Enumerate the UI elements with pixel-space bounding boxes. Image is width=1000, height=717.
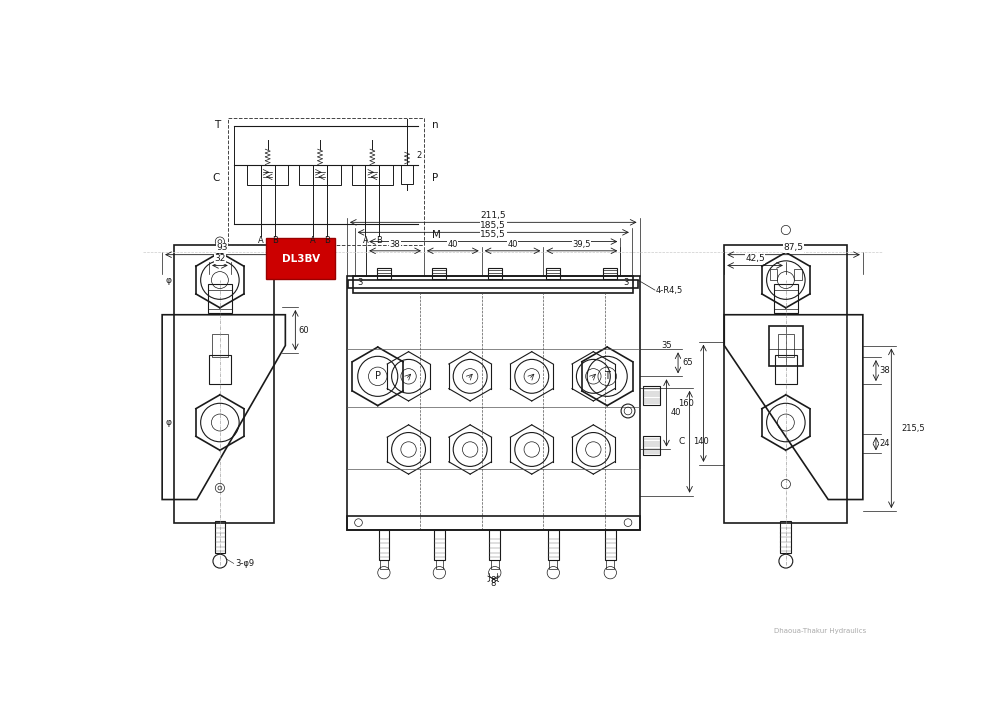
Bar — [434, 530, 445, 561]
Text: 40: 40 — [670, 409, 681, 417]
Bar — [774, 284, 798, 313]
Bar — [643, 437, 660, 455]
Text: n: n — [432, 120, 438, 130]
Text: 4-R4,5: 4-R4,5 — [655, 285, 682, 295]
Bar — [215, 521, 225, 554]
Bar — [174, 245, 274, 523]
Text: A: A — [310, 236, 316, 244]
Bar — [491, 559, 499, 569]
Bar — [605, 530, 616, 561]
Text: 8: 8 — [491, 576, 496, 585]
Bar — [432, 267, 446, 280]
Text: 3: 3 — [357, 278, 363, 287]
Text: A: A — [363, 236, 368, 244]
Bar — [770, 270, 777, 280]
Bar — [212, 334, 228, 357]
Bar — [348, 280, 638, 288]
Text: T: T — [214, 120, 220, 130]
Text: 60: 60 — [298, 326, 309, 335]
Bar — [489, 530, 500, 561]
Text: 40: 40 — [507, 239, 518, 249]
Text: 35: 35 — [661, 341, 672, 350]
Text: 93: 93 — [216, 243, 228, 252]
Text: C: C — [213, 174, 220, 184]
Text: 24: 24 — [879, 440, 890, 448]
Bar — [228, 118, 424, 245]
Bar — [352, 165, 365, 184]
Bar — [380, 559, 388, 569]
Text: M: M — [432, 229, 441, 239]
Bar — [769, 326, 803, 366]
Bar — [780, 521, 791, 554]
Text: 211,5: 211,5 — [480, 211, 506, 220]
Text: 38: 38 — [390, 239, 400, 249]
Bar — [209, 355, 231, 384]
Text: 3: 3 — [624, 278, 629, 287]
Text: C: C — [678, 437, 684, 446]
Bar — [643, 386, 660, 405]
Text: 40: 40 — [448, 239, 458, 249]
Bar — [261, 165, 275, 184]
Text: 185,5: 185,5 — [480, 221, 506, 230]
Bar — [546, 267, 560, 280]
Text: 39,5: 39,5 — [573, 239, 591, 249]
Bar — [347, 516, 640, 531]
Text: B: B — [272, 236, 278, 244]
Text: φ: φ — [166, 418, 172, 427]
Text: Dhaoua-Thakur Hydraulics: Dhaoua-Thakur Hydraulics — [774, 627, 867, 634]
Bar — [488, 267, 502, 280]
Text: φ: φ — [166, 275, 172, 285]
Bar — [401, 166, 413, 184]
Bar — [548, 530, 559, 561]
Bar — [606, 559, 614, 569]
Bar — [347, 276, 640, 531]
Text: 160: 160 — [678, 399, 694, 408]
Text: 215,5: 215,5 — [901, 424, 925, 433]
Bar — [379, 530, 389, 561]
Bar — [377, 267, 391, 280]
Text: 42,5: 42,5 — [745, 254, 765, 263]
Text: 8: 8 — [491, 579, 496, 588]
Text: B: B — [324, 236, 330, 244]
Bar — [353, 276, 633, 293]
Bar — [365, 165, 379, 184]
Bar — [327, 165, 341, 184]
Text: 2: 2 — [416, 151, 422, 160]
Text: 32: 32 — [214, 254, 226, 263]
Bar — [778, 334, 794, 357]
Bar — [299, 165, 313, 184]
Bar — [275, 165, 288, 184]
Text: DL3BV: DL3BV — [282, 254, 320, 264]
Bar — [247, 165, 261, 184]
Text: 155,5: 155,5 — [480, 230, 506, 239]
Text: 38: 38 — [879, 366, 890, 375]
Bar — [436, 559, 443, 569]
Bar — [208, 284, 232, 313]
Bar — [549, 559, 557, 569]
Bar — [603, 267, 617, 280]
Text: 3-φ9: 3-φ9 — [235, 559, 254, 568]
Bar — [724, 245, 847, 523]
Bar — [313, 165, 327, 184]
Text: T: T — [604, 371, 610, 381]
Text: A: A — [258, 236, 264, 244]
Bar — [379, 165, 393, 184]
Text: 87,5: 87,5 — [784, 243, 804, 252]
Bar — [794, 270, 802, 280]
Text: P: P — [375, 371, 381, 381]
Text: P: P — [432, 174, 438, 184]
Bar — [775, 355, 797, 384]
Text: 65: 65 — [682, 358, 693, 367]
Text: 140: 140 — [693, 437, 709, 446]
Text: B: B — [376, 236, 382, 244]
